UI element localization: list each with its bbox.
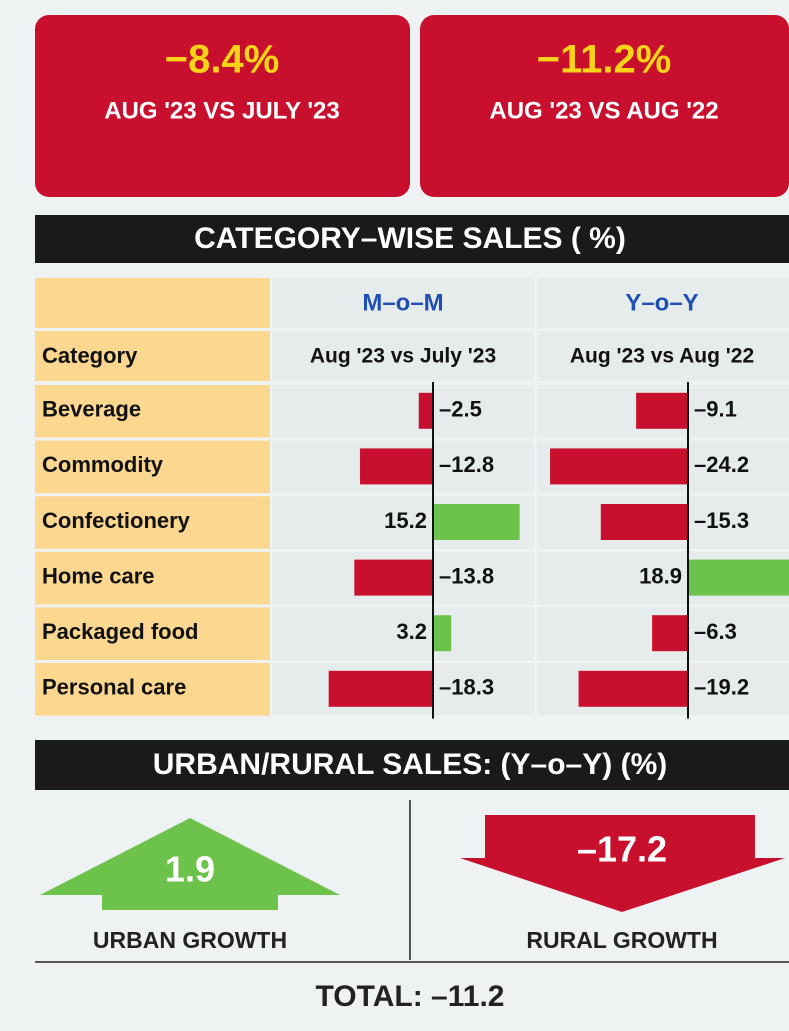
- value-label: –9.1: [694, 397, 737, 422]
- summary-label: AUG '23 VS JULY '23: [104, 97, 340, 124]
- header-cell: [537, 278, 789, 328]
- category-cell: [35, 663, 270, 716]
- category-label: Packaged food: [42, 619, 198, 644]
- value-label: –24.2: [694, 452, 749, 477]
- value-label: 18.9: [639, 563, 682, 588]
- bar: [360, 448, 433, 485]
- section-header: [35, 740, 789, 790]
- summary-label: AUG '23 VS AUG '22: [489, 97, 718, 124]
- bar: [433, 504, 520, 540]
- summary-value: −11.2%: [537, 38, 672, 82]
- bar: [600, 504, 688, 540]
- category-label: Beverage: [42, 397, 141, 422]
- category-cell: [35, 440, 270, 494]
- value-label: –15.3: [694, 508, 749, 533]
- header-cell: [35, 278, 270, 328]
- bar: [354, 559, 433, 596]
- section-title: CATEGORY–WISE SALES ( %): [194, 222, 626, 255]
- summary-box: [420, 15, 789, 197]
- value-label: –18.3: [439, 675, 494, 700]
- column-header: Category: [42, 343, 138, 368]
- bar: [418, 392, 433, 429]
- bar: [328, 670, 433, 707]
- category-label: Confectionery: [42, 508, 191, 533]
- value-label: –2.5: [439, 397, 482, 422]
- value-cell: [272, 385, 534, 438]
- bar: [636, 392, 688, 429]
- column-header: Aug '23 vs Aug '22: [570, 345, 754, 368]
- bar: [433, 615, 452, 652]
- category-cell: [35, 607, 270, 660]
- rural-value: –17.2: [577, 829, 667, 870]
- total: TOTAL: –11.2: [316, 980, 505, 1013]
- header-cell: [272, 331, 534, 381]
- category-cell: [35, 551, 270, 605]
- rural-label: RURAL GROWTH: [526, 927, 717, 953]
- column-header: Aug '23 vs July '23: [310, 345, 496, 368]
- group-label: Y–o–Y: [625, 289, 698, 316]
- bar: [550, 448, 688, 485]
- up-arrow: [40, 818, 340, 910]
- value-label: –13.8: [439, 563, 494, 588]
- header-cell: [272, 278, 534, 328]
- urban-value: 1.9: [165, 849, 215, 890]
- bar: [578, 670, 688, 707]
- summary-box: [35, 15, 410, 197]
- bar: [688, 559, 789, 596]
- section-header: [35, 215, 789, 263]
- summary-value: −8.4%: [165, 38, 280, 82]
- down-arrow: [460, 815, 785, 912]
- header-cell: [35, 331, 270, 381]
- bar: [652, 615, 688, 652]
- section-title: URBAN/RURAL SALES: (Y–o–Y) (%): [153, 748, 667, 781]
- category-cell: [35, 496, 270, 549]
- value-label: 15.2: [384, 508, 427, 533]
- category-label: Home care: [42, 563, 155, 588]
- value-label: –12.8: [439, 452, 494, 477]
- value-label: 3.2: [396, 619, 427, 644]
- category-cell: [35, 385, 270, 438]
- header-cell: [537, 331, 789, 381]
- category-label: Personal care: [42, 675, 186, 700]
- table-rows: Beverage Commodity Confectionery Home care P…: [35, 382, 789, 719]
- group-label: M–o–M: [362, 289, 443, 316]
- value-label: –19.2: [694, 675, 749, 700]
- urban-label: URBAN GROWTH: [93, 927, 287, 953]
- value-label: –6.3: [694, 619, 737, 644]
- category-label: Commodity: [42, 452, 164, 477]
- value-cell: [272, 607, 534, 660]
